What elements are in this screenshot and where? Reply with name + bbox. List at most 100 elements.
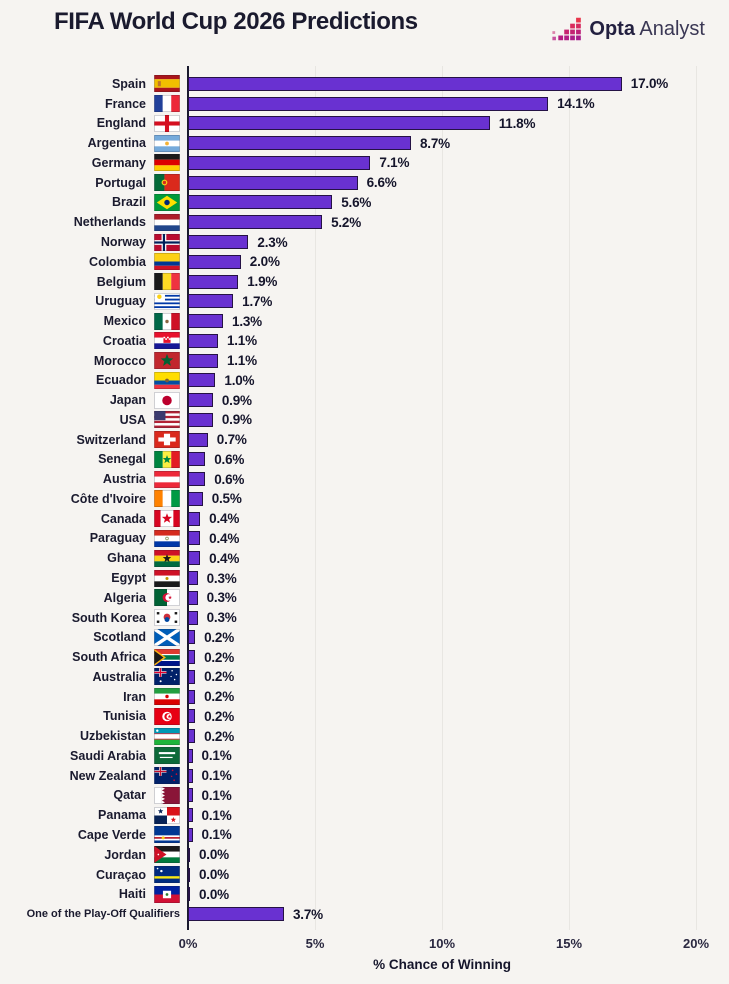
chart-row-colombia: Colombia 2.0%: [0, 252, 729, 272]
bar-track: 5.6%: [188, 193, 729, 213]
flag-cell: [146, 193, 188, 211]
chart-row-south-korea: South Korea 0.3%: [0, 608, 729, 628]
country-label: Japan: [109, 393, 146, 408]
value-label: 0.6%: [214, 451, 245, 467]
flag-icon-morocco: [154, 352, 180, 370]
bar-scotland: [188, 630, 196, 645]
flag-icon-netherlands: [154, 213, 180, 231]
flag-icon-colombia: [154, 253, 180, 271]
flag-icon-belgium: [154, 273, 180, 291]
bar-track: 0.2%: [188, 726, 729, 746]
chart-row-c-te-d-ivoire: Côte d'Ivoire 0.5%: [0, 489, 729, 509]
value-label: 0.5%: [211, 491, 242, 507]
value-label: 14.1%: [557, 96, 595, 112]
chart-row-argentina: Argentina 8.7%: [0, 133, 729, 153]
flag-icon-croatia: [154, 332, 180, 350]
bar-ecuador: [188, 373, 216, 388]
country-label: Algeria: [103, 590, 146, 605]
flag-icon-uzbekistan: [154, 727, 180, 745]
flag-icon-qatar: [154, 786, 180, 804]
country-label: Germany: [91, 155, 146, 170]
flag-cell: [146, 609, 188, 627]
country-label: Uzbekistan: [80, 729, 146, 744]
chart-row-france: France 14.1%: [0, 94, 729, 114]
bar-england: [188, 116, 490, 131]
flag-cell: [146, 846, 188, 864]
value-label: 2.3%: [257, 234, 288, 250]
country-label: Egypt: [111, 571, 146, 586]
bar-track: 0.2%: [188, 667, 729, 687]
gridline: [696, 66, 697, 930]
flag-cell: [146, 253, 188, 271]
value-label: 0.0%: [199, 867, 229, 882]
flag-icon-ecuador: [154, 371, 180, 389]
flag-cell: [146, 490, 188, 508]
bar-tunisia: [188, 709, 196, 724]
value-label: 0.3%: [206, 610, 237, 626]
chart-row-cape-verde: Cape Verde 0.1%: [0, 825, 729, 845]
value-label: 0.2%: [204, 728, 235, 744]
bar-jordan: [188, 847, 190, 862]
flag-cell: [146, 747, 188, 765]
flag-cell: [146, 450, 188, 468]
chart-row-scotland: Scotland 0.2%: [0, 627, 729, 647]
flag-cell: [146, 312, 188, 330]
bar-south-africa: [188, 650, 196, 665]
flag-cell: [146, 411, 188, 429]
flag-icon-canada: [154, 510, 180, 528]
logo-wordmark: Opta Analyst: [589, 18, 705, 41]
bar-austria: [188, 472, 206, 487]
flag-cell: [146, 648, 188, 666]
value-label: 0.0%: [199, 886, 229, 902]
flag-icon-panama: [154, 806, 180, 824]
flag-icon-mexico: [154, 312, 180, 330]
flag-icon-saudi-arabia: [154, 747, 180, 765]
flag-icon-haiti: [154, 885, 180, 903]
value-label: 0.2%: [204, 649, 235, 665]
chart-row-austria: Austria 0.6%: [0, 469, 729, 489]
gridline: [442, 66, 443, 930]
country-label: Ecuador: [95, 373, 146, 388]
flag-icon-argentina: [154, 134, 180, 152]
chart-row-portugal: Portugal 6.6%: [0, 173, 729, 193]
country-label: Scotland: [93, 630, 146, 645]
country-label: Tunisia: [103, 709, 146, 724]
country-label: Mexico: [103, 314, 146, 329]
bar-track: 2.3%: [188, 232, 729, 252]
country-label: Belgium: [96, 274, 146, 289]
bar-brazil: [188, 195, 333, 210]
chart-row-canada: Canada 0.4%: [0, 509, 729, 529]
value-label: 1.7%: [242, 293, 273, 309]
flag-icon-new-zealand: [154, 767, 180, 785]
flag-cell: [146, 866, 188, 883]
bar-saudi-arabia: [188, 748, 193, 763]
x-tick-label: 15%: [555, 936, 583, 951]
bar-portugal: [188, 175, 358, 190]
bar-paraguay: [188, 531, 201, 546]
value-label: 0.1%: [201, 787, 232, 803]
bar-track: 1.7%: [188, 291, 729, 311]
chart-row-usa: USA 0.9%: [0, 410, 729, 430]
country-label: England: [96, 116, 146, 131]
value-label: 0.7%: [216, 432, 247, 448]
x-axis-title: % Chance of Winning: [373, 957, 511, 972]
bar-track: 0.4%: [188, 529, 729, 549]
bar-track: 0.2%: [188, 687, 729, 707]
flag-icon-brazil: [154, 193, 180, 211]
country-label: Morocco: [93, 353, 146, 368]
chart-row-spain: Spain 17.0%: [0, 74, 729, 94]
flag-cell: [146, 806, 188, 824]
bar-qatar: [188, 788, 193, 803]
bar-mexico: [188, 314, 224, 329]
chart-row-saudi-arabia: Saudi Arabia 0.1%: [0, 746, 729, 766]
country-label: Brazil: [111, 195, 146, 210]
value-label: 11.8%: [498, 115, 536, 131]
value-label: 1.9%: [247, 274, 278, 290]
bar-track: 0.1%: [188, 746, 729, 766]
bar-australia: [188, 669, 196, 684]
bar-track: 11.8%: [188, 114, 729, 134]
country-label: Uruguay: [95, 294, 146, 309]
chart-row-england: England 11.8%: [0, 114, 729, 134]
chart-row-algeria: Algeria 0.3%: [0, 588, 729, 608]
